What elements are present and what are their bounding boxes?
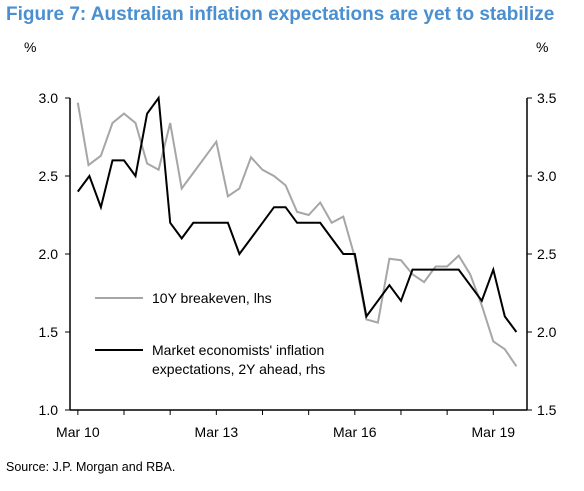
right-tick-label: 3.0	[537, 168, 557, 184]
left-tick-label: 1.0	[39, 402, 59, 418]
left-tick-label: 3.0	[39, 90, 59, 106]
left-tick-label: 2.5	[39, 168, 59, 184]
x-tick-label: Mar 16	[333, 424, 377, 440]
legend-label-economists-line1: Market economists' inflation	[152, 342, 324, 358]
economists-series-line	[76, 95, 518, 333]
axes: % % 3.0 2.5 2.0 1.5 1.0 3.5 3.0 2.5 2.0 1.5 Mar 10 Ma…	[24, 39, 557, 440]
x-tick-label: Mar 10	[56, 424, 100, 440]
series-layer	[76, 95, 518, 367]
right-tick-label: 1.5	[537, 402, 557, 418]
legend-label-economists-line2: expectations, 2Y ahead, rhs	[152, 361, 325, 377]
right-axis-unit: %	[536, 39, 548, 55]
legend-label-breakeven: 10Y breakeven, lhs	[152, 290, 272, 306]
legend: 10Y breakeven, lhs Market economists' inf…	[95, 290, 325, 377]
x-tick-label: Mar 13	[195, 424, 239, 440]
chart-title: Figure 7: Australian inflation expectati…	[6, 4, 555, 25]
breakeven-series-line	[76, 102, 518, 367]
left-axis-unit: %	[24, 39, 36, 55]
left-tick-label: 1.5	[39, 324, 59, 340]
source-note: Source: J.P. Morgan and RBA.	[6, 460, 176, 474]
x-tick-label: Mar 19	[472, 424, 516, 440]
left-tick-label: 2.0	[39, 246, 59, 262]
right-tick-label: 2.5	[537, 246, 557, 262]
right-tick-label: 3.5	[537, 90, 557, 106]
right-tick-label: 2.0	[537, 324, 557, 340]
